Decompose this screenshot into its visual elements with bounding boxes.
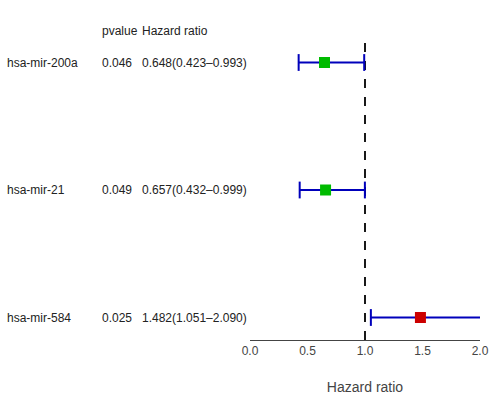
svg-text:pvalue: pvalue xyxy=(102,24,138,38)
svg-text:Hazard ratio: Hazard ratio xyxy=(142,24,208,38)
svg-text:0.049: 0.049 xyxy=(102,183,132,197)
svg-text:0.025: 0.025 xyxy=(102,311,132,325)
svg-text:2.0: 2.0 xyxy=(472,344,489,358)
svg-text:hsa-mir-584: hsa-mir-584 xyxy=(7,311,71,325)
svg-text:1.482(1.051–2.090): 1.482(1.051–2.090) xyxy=(142,311,247,325)
svg-text:1.5: 1.5 xyxy=(414,344,431,358)
svg-text:0.046: 0.046 xyxy=(102,56,132,70)
svg-text:hsa-mir-200a: hsa-mir-200a xyxy=(7,56,78,70)
svg-text:1.0: 1.0 xyxy=(357,344,374,358)
svg-text:0.657(0.432–0.999): 0.657(0.432–0.999) xyxy=(142,183,247,197)
svg-text:hsa-mir-21: hsa-mir-21 xyxy=(7,183,65,197)
svg-text:0.0: 0.0 xyxy=(242,344,259,358)
svg-text:0.648(0.423–0.993): 0.648(0.423–0.993) xyxy=(142,56,247,70)
svg-text:Hazard ratio: Hazard ratio xyxy=(327,379,403,395)
svg-text:0.5: 0.5 xyxy=(299,344,316,358)
